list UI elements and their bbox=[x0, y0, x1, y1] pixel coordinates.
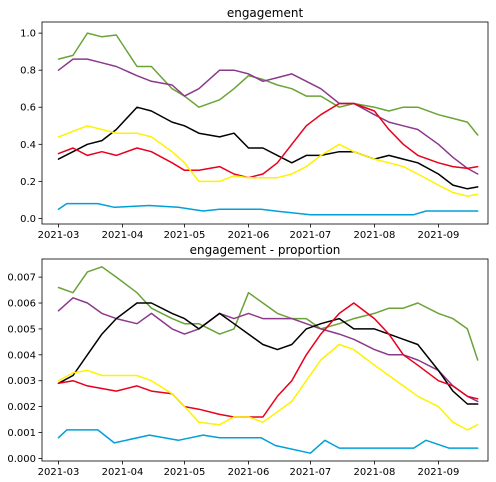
series-line-4 bbox=[59, 126, 478, 196]
series-line-3 bbox=[59, 104, 478, 178]
x-tick-label: 2021-04 bbox=[102, 230, 144, 241]
plot-frame bbox=[42, 259, 488, 461]
chart-engagement: engagement 2021-03 2021-04 2021-05 2021-06 2… bbox=[20, 6, 488, 241]
x-tick-label: 2021-09 bbox=[418, 230, 460, 241]
series-line-1 bbox=[59, 59, 478, 174]
y-tick-label: 0.003 bbox=[7, 376, 36, 387]
x-tick-label: 2021-05 bbox=[164, 467, 206, 478]
x-tick-label: 2021-08 bbox=[354, 230, 396, 241]
y-tick-label: 0.004 bbox=[7, 350, 36, 361]
y-tick-label: 0.8 bbox=[20, 66, 36, 77]
x-tick-label: 2021-09 bbox=[418, 467, 460, 478]
x-tick-label: 2021-06 bbox=[228, 230, 270, 241]
series-line-2 bbox=[59, 107, 478, 189]
x-tick-label: 2021-05 bbox=[164, 230, 206, 241]
y-tick-label: 1.0 bbox=[20, 29, 36, 40]
x-tick-label: 2021-07 bbox=[290, 230, 332, 241]
y-tick-label: 0.6 bbox=[20, 103, 36, 114]
x-tick-label: 2021-06 bbox=[228, 467, 270, 478]
series-layer bbox=[59, 267, 478, 453]
y-tick-label: 0.2 bbox=[20, 177, 36, 188]
y-tick-label: 0.006 bbox=[7, 299, 36, 310]
x-tick-label: 2021-03 bbox=[38, 467, 80, 478]
series-line-5 bbox=[59, 204, 478, 215]
y-tick-label: 0.4 bbox=[20, 140, 36, 151]
x-tick-label: 2021-07 bbox=[290, 467, 332, 478]
plot-frame bbox=[42, 22, 488, 224]
chart-engagement-proportion: engagement - proportion 2021-03 2021-04 20… bbox=[7, 243, 488, 478]
series-line-0 bbox=[59, 33, 478, 135]
chart-title: engagement bbox=[227, 6, 304, 20]
series-line-1 bbox=[59, 298, 478, 402]
chart-title: engagement - proportion bbox=[190, 243, 341, 257]
series-layer bbox=[59, 33, 478, 215]
y-tick-label: 0.001 bbox=[7, 428, 36, 439]
series-line-4 bbox=[59, 345, 478, 430]
series-line-5 bbox=[59, 430, 478, 453]
y-tick-label: 0.000 bbox=[7, 454, 36, 465]
y-tick-label: 0.007 bbox=[7, 273, 36, 284]
y-tick-label: 0.0 bbox=[20, 214, 36, 225]
y-tick-label: 0.002 bbox=[7, 402, 36, 413]
x-tick-label: 2021-03 bbox=[38, 230, 80, 241]
x-tick-label: 2021-04 bbox=[102, 467, 144, 478]
x-tick-label: 2021-08 bbox=[354, 467, 396, 478]
axis-ticks: 2021-03 2021-04 2021-05 2021-06 2021-07 2021-… bbox=[7, 273, 459, 478]
y-tick-label: 0.005 bbox=[7, 324, 36, 335]
